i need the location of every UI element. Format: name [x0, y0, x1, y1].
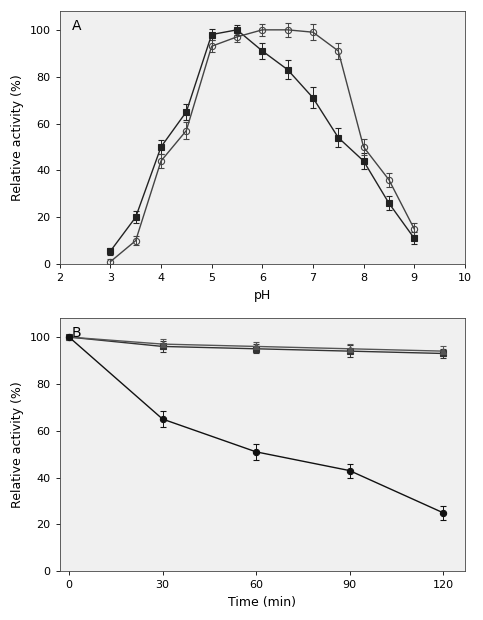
Y-axis label: Relative activity (%): Relative activity (%) [11, 74, 24, 201]
X-axis label: pH: pH [254, 289, 271, 302]
Text: A: A [72, 19, 81, 33]
X-axis label: Time (min): Time (min) [228, 596, 296, 609]
Y-axis label: Relative activity (%): Relative activity (%) [11, 381, 24, 508]
Text: B: B [72, 326, 82, 340]
